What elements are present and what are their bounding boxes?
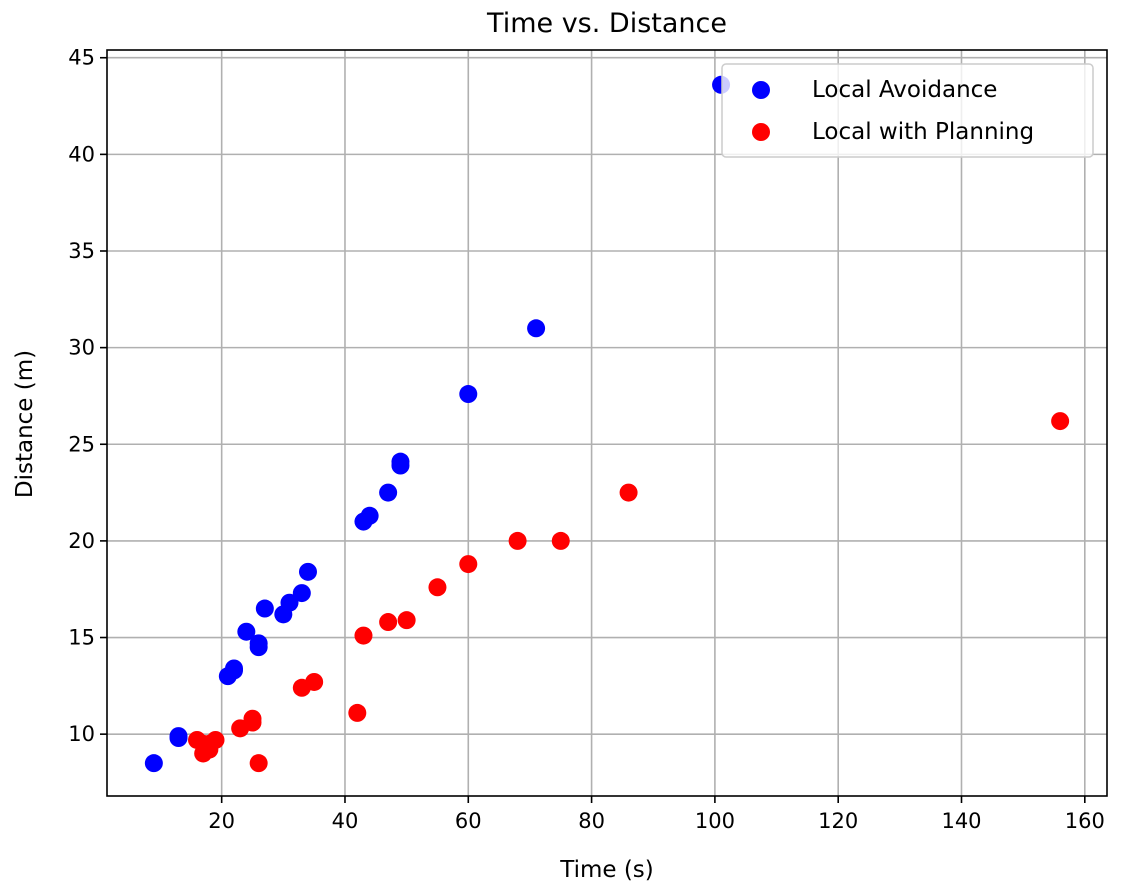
legend-label-local-with-planning: Local with Planning xyxy=(812,119,1034,145)
legend-box xyxy=(721,63,1094,158)
point-local-avoidance xyxy=(292,584,311,603)
point-local-avoidance xyxy=(459,385,478,404)
point-local-avoidance xyxy=(527,319,546,338)
point-local-with-planning xyxy=(619,483,638,502)
legend-marker-local-with-planning xyxy=(752,123,770,141)
point-local-with-planning xyxy=(428,578,447,597)
y-tick-label: 35 xyxy=(68,239,95,263)
point-local-avoidance xyxy=(144,754,163,773)
point-local-with-planning xyxy=(305,672,324,691)
point-local-with-planning xyxy=(459,555,478,574)
legend-label-local-avoidance: Local Avoidance xyxy=(812,77,997,103)
y-axis-label: Distance (m) xyxy=(12,350,38,498)
x-tick-label: 160 xyxy=(1065,809,1105,833)
y-tick-label: 20 xyxy=(68,529,95,553)
point-local-with-planning xyxy=(551,531,570,550)
point-local-avoidance xyxy=(169,727,188,746)
point-local-with-planning xyxy=(354,626,373,645)
point-local-avoidance xyxy=(391,452,410,471)
y-tick-label: 40 xyxy=(68,142,95,166)
legend: Local Avoidance Local with Planning xyxy=(721,63,1094,158)
axis-ticks: 20 40 60 80 100 120 140 160 10 15 20 25 30 35 40 45 xyxy=(68,46,1105,833)
y-tick-label: 15 xyxy=(68,626,95,650)
x-tick-label: 40 xyxy=(332,809,359,833)
point-local-avoidance xyxy=(379,483,398,502)
x-tick-label: 100 xyxy=(695,809,735,833)
point-local-avoidance xyxy=(280,593,299,612)
chart-title: Time vs. Distance xyxy=(486,8,727,39)
y-tick-label: 45 xyxy=(68,46,95,70)
x-tick-label: 140 xyxy=(941,809,981,833)
plot-area-frame xyxy=(106,49,1108,797)
x-tick-label: 60 xyxy=(455,809,482,833)
x-tick-label: 20 xyxy=(208,809,235,833)
point-local-avoidance xyxy=(298,562,317,581)
y-tick-label: 25 xyxy=(68,432,95,456)
x-tick-label: 80 xyxy=(578,809,605,833)
point-local-with-planning xyxy=(508,531,527,550)
point-local-avoidance xyxy=(249,634,268,653)
legend-marker-local-avoidance xyxy=(752,81,770,99)
point-local-avoidance xyxy=(237,622,256,641)
y-tick-label: 10 xyxy=(68,722,95,746)
point-local-with-planning xyxy=(249,754,268,773)
grid-lines xyxy=(107,50,1107,796)
point-local-with-planning xyxy=(397,611,416,630)
point-local-with-planning xyxy=(243,709,262,728)
point-local-with-planning xyxy=(348,703,367,722)
y-tick-label: 30 xyxy=(68,336,95,360)
point-local-avoidance xyxy=(225,659,244,678)
point-local-with-planning xyxy=(206,730,225,749)
x-axis-label: Time (s) xyxy=(559,857,654,883)
data-points xyxy=(144,75,1070,773)
point-local-avoidance xyxy=(255,599,274,618)
point-local-avoidance xyxy=(360,506,379,525)
point-local-with-planning xyxy=(1051,412,1070,431)
x-tick-label: 120 xyxy=(818,809,858,833)
point-local-with-planning xyxy=(379,613,398,632)
